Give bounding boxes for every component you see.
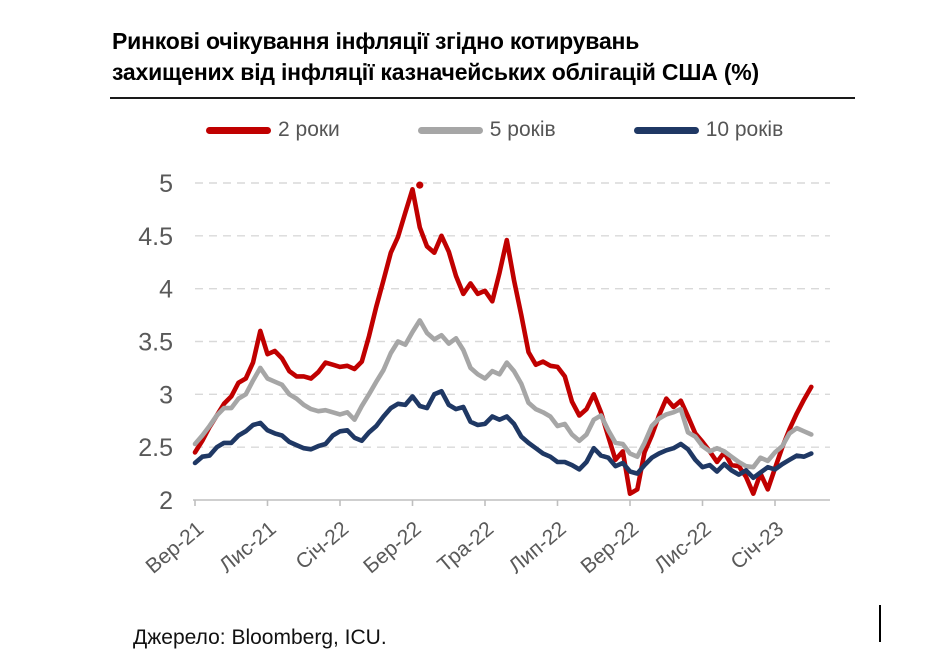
legend-label-10y: 10 років — [705, 118, 784, 141]
legend-item-5y: 5 років — [417, 118, 556, 142]
y-axis-label: 4.5 — [138, 223, 173, 251]
right-divider-bar — [879, 605, 881, 642]
legend-label-2y: 2 роки — [278, 118, 340, 141]
legend-swatch-5y — [417, 126, 483, 134]
legend-item-2y: 2 роки — [206, 118, 340, 142]
x-axis-label: Бер-22 — [359, 517, 425, 578]
x-axis-label: Січ-22 — [292, 517, 354, 574]
x-axis-label: Січ-23 — [727, 517, 789, 574]
x-axis-label: Вер-22 — [577, 517, 644, 578]
chart-title: Ринкові очікування інфляції згідно котир… — [112, 26, 872, 88]
peak-marker-dot — [416, 181, 424, 189]
y-axis-label: 2.5 — [138, 434, 173, 462]
x-axis-label: Лис-21 — [215, 517, 281, 577]
legend-label-5y: 5 років — [489, 118, 556, 141]
y-axis-label: 4 — [159, 276, 173, 304]
legend-swatch-2y — [206, 126, 271, 134]
chart-legend: 2 роки 5 років 10 років — [206, 118, 861, 142]
x-axis-label: Лис-22 — [650, 517, 716, 577]
series-line-10y — [192, 388, 814, 481]
legend-swatch-10y — [633, 126, 699, 134]
x-axis-label: Тра-22 — [433, 517, 498, 577]
x-axis-label: Вер-21 — [142, 517, 209, 578]
chart-title-line1: Ринкові очікування інфляції згідно котир… — [112, 28, 640, 54]
series-line-5y — [192, 318, 814, 470]
x-axis-label: Лип-22 — [504, 517, 570, 578]
title-underline — [110, 97, 855, 99]
source-attribution: Джерело: Bloomberg, ICU. — [133, 626, 387, 649]
y-axis-label: 5 — [159, 170, 173, 198]
chart-title-line2: захищених від інфляції казначейських обл… — [112, 59, 760, 85]
y-axis-label: 3 — [159, 381, 173, 409]
y-axis-label: 3.5 — [138, 329, 173, 357]
y-axis-label: 2 — [159, 487, 173, 515]
legend-item-10y: 10 років — [633, 118, 784, 142]
